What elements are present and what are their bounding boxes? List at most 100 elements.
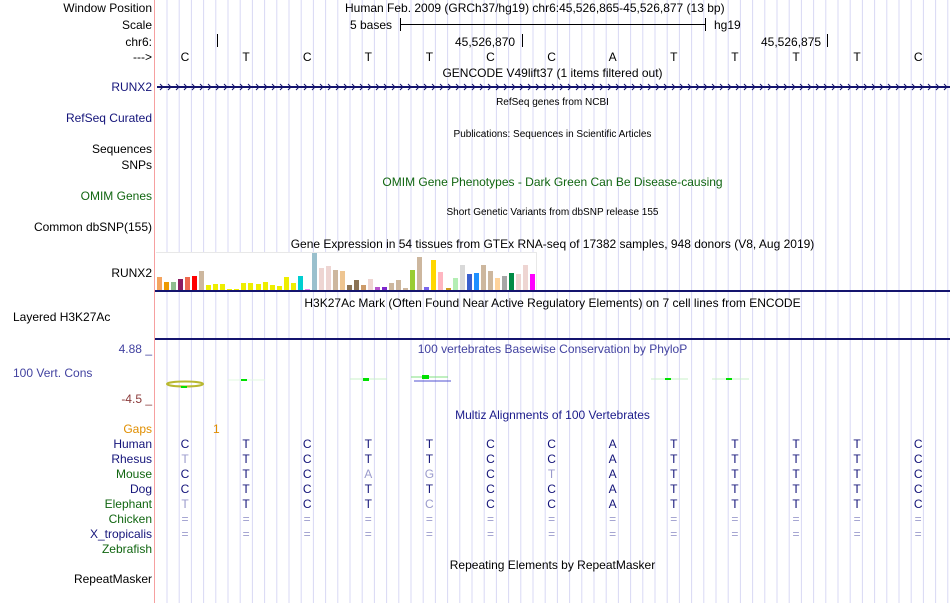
gtex-tissue-bar[interactable]	[480, 265, 486, 290]
strand-arrow-icon	[407, 83, 412, 91]
strand-arrow-icon	[183, 83, 188, 91]
strand-arrow-icon	[943, 83, 948, 91]
aligned-base: =	[670, 527, 678, 541]
h3k27ac-track-label[interactable]: Layered H3K27Ac	[13, 310, 111, 324]
dbsnp-track-label[interactable]: Common dbSNP(155)	[33, 220, 152, 234]
snps-track-label[interactable]: SNPs	[121, 158, 152, 172]
gtex-tissue-bar[interactable]	[339, 271, 345, 290]
cons-track-label[interactable]: 100 Vert. Cons	[13, 366, 93, 380]
gtex-tissue-bar[interactable]	[269, 285, 275, 290]
gtex-tissue-bar[interactable]	[424, 287, 430, 290]
phylop-mark	[241, 379, 247, 381]
strand-arrow-icon	[679, 83, 684, 91]
gtex-tissue-bar[interactable]	[262, 282, 268, 290]
gtex-tissue-bar[interactable]	[410, 270, 416, 290]
gtex-tissue-bar[interactable]	[332, 270, 338, 290]
gtex-tissue-bar[interactable]	[361, 285, 367, 290]
aligned-base: =	[181, 527, 189, 541]
gtex-tissue-bar[interactable]	[206, 285, 212, 290]
gtex-tissue-bar[interactable]	[473, 273, 479, 290]
species-label[interactable]: Zebrafish	[101, 542, 152, 556]
aligned-base: =	[914, 512, 922, 526]
gtex-tissue-bar[interactable]	[185, 277, 191, 290]
gtex-tissue-bar[interactable]	[368, 279, 374, 290]
gtex-tissue-bar[interactable]	[164, 282, 170, 290]
gtex-tissue-bar[interactable]	[248, 283, 254, 290]
refseq-track-label[interactable]: RefSeq Curated	[65, 111, 152, 125]
gtex-tissue-bar[interactable]	[445, 288, 451, 290]
gtex-tissue-bar[interactable]	[178, 279, 184, 290]
gtex-tissue-bar[interactable]	[304, 289, 310, 290]
strand-arrow-icon	[559, 83, 564, 91]
gtex-tissue-bar[interactable]	[234, 289, 240, 290]
gtex-tissue-bar[interactable]	[241, 283, 247, 290]
species-label[interactable]: Dog	[129, 482, 152, 496]
aligned-base: C	[913, 482, 923, 496]
gtex-tissue-bar[interactable]	[192, 276, 198, 290]
aligned-base: =	[609, 512, 617, 526]
gtex-tissue-bar[interactable]	[354, 280, 360, 290]
gtex-tissue-bar[interactable]	[227, 289, 233, 290]
strand-arrow-icon	[719, 83, 724, 91]
strand-arrow-icon	[863, 83, 868, 91]
gtex-tissue-bar[interactable]	[318, 268, 324, 290]
strand-arrow-icon	[327, 83, 332, 91]
repeatmasker-track-label[interactable]: RepeatMasker	[73, 572, 152, 586]
gtex-tissue-bar[interactable]	[297, 276, 303, 290]
strand-arrow-icon	[391, 83, 396, 91]
gtex-tissue-bar[interactable]	[459, 265, 465, 290]
gtex-tissue-bar[interactable]	[347, 285, 352, 290]
phylop-mark	[665, 378, 671, 380]
gtex-tissue-bar[interactable]	[283, 277, 289, 290]
gtex-tissue-bar[interactable]	[213, 284, 219, 290]
gtex-tissue-bar[interactable]	[171, 282, 177, 290]
gtex-tissue-bar[interactable]	[311, 253, 317, 290]
aligned-base: =	[853, 527, 861, 541]
ruler-base: C	[302, 50, 312, 64]
gtex-tissue-bar[interactable]	[438, 272, 444, 290]
aligned-base: T	[425, 452, 434, 466]
gtex-tissue-bar[interactable]	[529, 274, 535, 290]
gaps-label[interactable]: Gaps	[123, 422, 152, 436]
gtex-tissue-bar[interactable]	[396, 280, 402, 290]
label-separator	[154, 0, 155, 603]
aligned-base: A	[608, 452, 617, 466]
species-label[interactable]: Rhesus	[111, 452, 152, 466]
species-label[interactable]: Elephant	[104, 497, 152, 511]
gtex-tissue-bar[interactable]	[508, 273, 514, 290]
gtex-tissue-bar[interactable]	[515, 274, 521, 290]
species-label[interactable]: Mouse	[115, 467, 152, 481]
gtex-tissue-bar[interactable]	[255, 284, 261, 290]
gtex-tissue-bar[interactable]	[199, 271, 205, 290]
gtex-tissue-bar[interactable]	[290, 283, 296, 290]
refseq-track-title: RefSeq genes from NCBI	[496, 97, 609, 108]
omim-track-label[interactable]: OMIM Genes	[80, 189, 152, 203]
gtex-tissue-bar[interactable]	[325, 266, 331, 290]
runx2-gene-model[interactable]	[155, 81, 950, 93]
gtex-tissue-bar[interactable]	[466, 274, 472, 290]
gtex-track-label[interactable]: RUNX2	[111, 266, 152, 280]
gtex-tissue-bar[interactable]	[452, 278, 458, 290]
aligned-base: T	[242, 437, 250, 451]
gtex-tissue-bar[interactable]	[375, 287, 381, 290]
gtex-tissue-bar[interactable]	[487, 271, 493, 290]
strand-arrow-icon	[599, 83, 604, 91]
gtex-tissue-bar[interactable]	[220, 284, 226, 290]
gtex-tissue-bar[interactable]	[431, 260, 437, 290]
gtex-tissue-bar[interactable]	[494, 278, 500, 290]
gtex-tissue-bar[interactable]	[403, 288, 409, 290]
gtex-tissue-bar[interactable]	[417, 257, 423, 290]
gtex-tissue-bar[interactable]	[276, 286, 282, 290]
gtex-bars[interactable]	[156, 252, 536, 290]
species-label[interactable]: Chicken	[108, 512, 152, 526]
gtex-tissue-bar[interactable]	[501, 276, 507, 290]
publications-track-label[interactable]: Sequences	[91, 142, 152, 156]
species-label[interactable]: Human	[113, 437, 152, 451]
strand-arrow-icon	[263, 83, 268, 91]
gtex-tissue-bar[interactable]	[157, 277, 162, 290]
species-label[interactable]: X_tropicalis	[89, 527, 152, 541]
gtex-tissue-bar[interactable]	[522, 265, 528, 290]
gtex-tissue-bar[interactable]	[389, 283, 395, 290]
gtex-tissue-bar[interactable]	[382, 287, 388, 290]
gencode-gene-label[interactable]: RUNX2	[111, 80, 152, 94]
